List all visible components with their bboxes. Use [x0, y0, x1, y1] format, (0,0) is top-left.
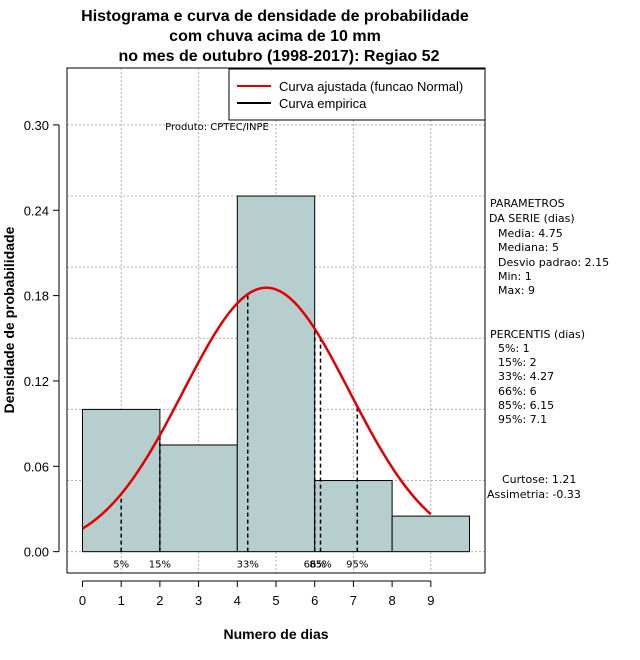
histogram-bars	[81, 195, 471, 553]
title-line-3: no mes de outubro (1998-2017): Regiao 52	[119, 48, 440, 65]
percentiles-heading: PERCENTIS (dias)	[490, 328, 585, 341]
stats-heading-2: DA SERIE (dias)	[489, 212, 575, 225]
histogram-bar-1	[159, 444, 238, 553]
y-tick-label-4: 0.24	[24, 203, 49, 218]
x-axis: 0 1 2 3 4 5 6 7 8 9	[79, 580, 434, 608]
x-tick-label-0: 0	[79, 593, 86, 608]
legend-label-empirical: Curva empirica	[279, 96, 367, 111]
y-tick-label-2: 0.12	[24, 374, 49, 389]
percentile-label-3: 66%	[304, 560, 326, 571]
x-tick-label-1: 1	[118, 593, 125, 608]
x-tick-label-7: 7	[350, 593, 357, 608]
y-axis: 0.00 0.06 0.12 0.18 0.24 0.30	[24, 118, 60, 560]
x-tick-label-3: 3	[195, 593, 202, 608]
histogram-bar-4	[391, 515, 471, 553]
x-tick-label-9: 9	[427, 593, 434, 608]
y-tick-label-0: 0.00	[24, 545, 49, 560]
stats-kurtosis: Curtose: 1.21	[502, 473, 576, 486]
percentile-label-4: 85%	[309, 560, 331, 571]
percentile-label-2: 33%	[237, 560, 259, 571]
title-line-2: com chuva acima de 10 mm	[169, 28, 381, 45]
stats-sd: Desvio padrao: 2.15	[498, 256, 609, 269]
legend-label-fitted: Curva ajustada (funcao Normal)	[279, 79, 463, 94]
plot-frame	[66, 67, 486, 574]
stats-skewness: Assimetria: -0.33	[487, 488, 581, 501]
x-axis-title: Numero de dias	[223, 626, 328, 642]
normal-curve	[81, 286, 432, 530]
percentile-95: 95%: 7.1	[498, 413, 547, 426]
y-axis-title: Densidade de probabilidade	[1, 226, 17, 413]
percentile-85: 85%: 6.15	[498, 399, 554, 412]
stats-median: Mediana: 5	[498, 241, 559, 254]
stats-panel: PARAMETROS DA SERIE (dias) Media: 4.75 M…	[487, 197, 609, 501]
y-tick-label-5: 0.30	[24, 118, 49, 133]
x-tick-label-4: 4	[234, 593, 241, 608]
percentile-label-0: 5%	[113, 560, 129, 571]
stats-min: Min: 1	[498, 270, 532, 283]
normal-curve-line	[81, 286, 432, 530]
histogram-bar-3	[314, 480, 393, 553]
percentile-5: 5%: 1	[498, 342, 530, 355]
y-tick-label-3: 0.18	[24, 289, 49, 304]
x-tick-label-8: 8	[388, 593, 395, 608]
x-tick-label-6: 6	[311, 593, 318, 608]
histogram-bar-2	[236, 195, 316, 553]
legend-box	[228, 68, 486, 121]
percentile-lines: 5% 15% 33% 66%85% 95%	[113, 294, 368, 571]
legend: Curva ajustada (funcao Normal) Curva emp…	[228, 68, 486, 121]
stats-mean: Media: 4.75	[498, 227, 563, 240]
percentile-15: 15%: 2	[498, 356, 537, 369]
x-tick-label-5: 5	[272, 593, 279, 608]
title-line-1: Histograma e curva de densidade de proba…	[81, 8, 469, 25]
chart-title: Histograma e curva de densidade de proba…	[81, 8, 469, 65]
y-tick-label-1: 0.06	[24, 459, 49, 474]
percentile-label-5: 95%	[346, 560, 368, 571]
percentile-66: 66%: 6	[498, 385, 537, 398]
x-tick-label-2: 2	[156, 593, 163, 608]
percentile-label-1: 15%	[149, 560, 171, 571]
product-note: Produto: CPTEC/INPE	[165, 122, 269, 133]
percentile-33: 33%: 4.27	[498, 370, 554, 383]
stats-max: Max: 9	[498, 284, 535, 297]
stats-heading-1: PARAMETROS	[490, 197, 565, 210]
